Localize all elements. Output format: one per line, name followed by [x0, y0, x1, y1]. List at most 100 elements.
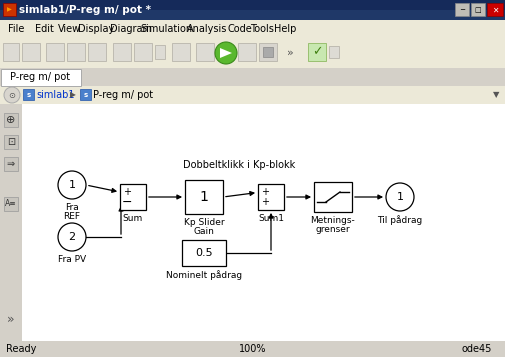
FancyBboxPatch shape [308, 43, 325, 61]
FancyBboxPatch shape [67, 43, 85, 61]
Text: View: View [58, 24, 81, 34]
FancyBboxPatch shape [263, 47, 273, 57]
Text: Nominelt pådrag: Nominelt pådrag [166, 270, 241, 280]
Text: Til pådrag: Til pådrag [377, 215, 422, 225]
FancyBboxPatch shape [237, 43, 256, 61]
FancyBboxPatch shape [0, 0, 505, 10]
FancyBboxPatch shape [0, 86, 505, 104]
FancyBboxPatch shape [0, 0, 505, 20]
Text: 0.5: 0.5 [195, 248, 213, 258]
Text: ✕: ✕ [491, 5, 497, 15]
Text: grenser: grenser [315, 225, 349, 234]
Text: Simulation: Simulation [140, 24, 192, 34]
Text: ⇒: ⇒ [7, 159, 15, 169]
Text: ▶: ▶ [70, 91, 76, 100]
Text: Code: Code [228, 24, 252, 34]
Text: Analysis: Analysis [187, 24, 227, 34]
FancyBboxPatch shape [314, 182, 351, 212]
Text: 2: 2 [68, 232, 75, 242]
Circle shape [58, 223, 86, 251]
FancyBboxPatch shape [134, 43, 152, 61]
Text: Metnings-: Metnings- [310, 216, 355, 225]
Text: Tools: Tools [249, 24, 273, 34]
Text: simlab1: simlab1 [36, 90, 74, 100]
FancyBboxPatch shape [185, 180, 223, 214]
Text: Dobbeltklikk i Kp-blokk: Dobbeltklikk i Kp-blokk [183, 160, 294, 170]
Text: ⊡: ⊡ [7, 137, 15, 147]
Circle shape [215, 42, 236, 64]
FancyBboxPatch shape [328, 46, 338, 58]
Text: ⊙: ⊙ [9, 91, 16, 100]
Text: 1: 1 [199, 190, 208, 204]
Text: Fra: Fra [65, 203, 79, 212]
Text: »: » [7, 312, 15, 326]
FancyBboxPatch shape [22, 104, 505, 341]
FancyBboxPatch shape [4, 135, 18, 149]
FancyBboxPatch shape [0, 341, 505, 357]
Text: »: » [286, 48, 293, 58]
Text: P-reg m/ pot: P-reg m/ pot [10, 72, 70, 82]
Text: +: + [261, 197, 269, 207]
Circle shape [4, 87, 20, 103]
FancyBboxPatch shape [0, 68, 505, 86]
FancyBboxPatch shape [0, 20, 505, 38]
Text: s: s [26, 92, 31, 98]
Text: ▶: ▶ [7, 7, 12, 12]
Text: ▼: ▼ [492, 91, 498, 100]
Text: simlab1/P-reg m/ pot *: simlab1/P-reg m/ pot * [19, 5, 150, 15]
FancyBboxPatch shape [258, 184, 283, 210]
FancyBboxPatch shape [454, 3, 468, 16]
Text: ode45: ode45 [461, 344, 491, 354]
FancyBboxPatch shape [88, 43, 106, 61]
FancyBboxPatch shape [4, 113, 18, 127]
FancyBboxPatch shape [120, 184, 146, 210]
FancyBboxPatch shape [23, 89, 34, 100]
Text: Display: Display [78, 24, 114, 34]
Circle shape [385, 183, 413, 211]
Text: s: s [83, 92, 87, 98]
FancyBboxPatch shape [195, 43, 214, 61]
FancyBboxPatch shape [3, 3, 16, 16]
Text: Diagram: Diagram [110, 24, 152, 34]
Text: +: + [123, 187, 131, 197]
Text: □: □ [474, 7, 480, 13]
FancyBboxPatch shape [1, 69, 81, 86]
Text: Ready: Ready [6, 344, 36, 354]
Text: 1: 1 [396, 192, 402, 202]
FancyBboxPatch shape [182, 240, 226, 266]
Text: Sum1: Sum1 [258, 214, 283, 223]
Text: Gain: Gain [193, 227, 214, 236]
FancyBboxPatch shape [3, 43, 19, 61]
Text: 100%: 100% [239, 344, 266, 354]
Text: P-reg m/ pot: P-reg m/ pot [93, 90, 153, 100]
FancyBboxPatch shape [4, 197, 18, 211]
FancyBboxPatch shape [80, 89, 91, 100]
Text: ✓: ✓ [311, 45, 322, 59]
FancyBboxPatch shape [470, 3, 484, 16]
FancyBboxPatch shape [0, 104, 22, 341]
Text: Sum: Sum [123, 214, 143, 223]
FancyBboxPatch shape [4, 157, 18, 171]
Text: Kp Slider: Kp Slider [183, 218, 224, 227]
Text: 1: 1 [68, 180, 75, 190]
Text: A≡: A≡ [5, 200, 17, 208]
Circle shape [58, 171, 86, 199]
Text: Help: Help [274, 24, 296, 34]
FancyBboxPatch shape [46, 43, 64, 61]
FancyBboxPatch shape [22, 43, 40, 61]
FancyBboxPatch shape [259, 43, 276, 61]
FancyBboxPatch shape [113, 43, 131, 61]
Text: ⊕: ⊕ [6, 115, 16, 125]
Text: Edit: Edit [35, 24, 54, 34]
Text: Fra PV: Fra PV [58, 255, 86, 264]
FancyBboxPatch shape [155, 45, 165, 59]
Text: +: + [261, 187, 269, 197]
Text: REF: REF [63, 212, 80, 221]
FancyBboxPatch shape [172, 43, 189, 61]
FancyBboxPatch shape [0, 38, 505, 68]
FancyBboxPatch shape [486, 3, 502, 16]
Text: ─: ─ [459, 7, 463, 13]
Polygon shape [220, 48, 231, 58]
Text: File: File [8, 24, 24, 34]
Text: −: − [122, 195, 132, 208]
